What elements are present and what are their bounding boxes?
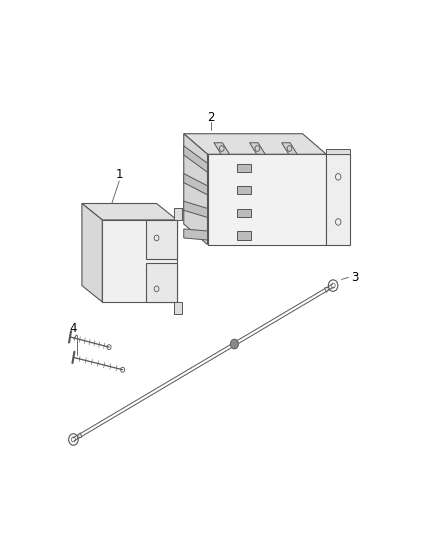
Polygon shape bbox=[237, 164, 251, 172]
Polygon shape bbox=[214, 143, 230, 154]
Polygon shape bbox=[184, 174, 208, 195]
Text: 2: 2 bbox=[207, 111, 215, 124]
Polygon shape bbox=[102, 220, 177, 302]
Polygon shape bbox=[208, 154, 326, 245]
Polygon shape bbox=[237, 187, 251, 195]
Polygon shape bbox=[282, 143, 297, 154]
Polygon shape bbox=[173, 302, 182, 314]
Polygon shape bbox=[78, 433, 82, 438]
Polygon shape bbox=[184, 229, 208, 240]
Polygon shape bbox=[250, 143, 265, 154]
Polygon shape bbox=[173, 207, 182, 220]
Polygon shape bbox=[82, 204, 102, 302]
Polygon shape bbox=[145, 220, 177, 260]
Polygon shape bbox=[82, 204, 177, 220]
Polygon shape bbox=[184, 146, 208, 172]
Text: 1: 1 bbox=[116, 168, 123, 181]
Polygon shape bbox=[184, 201, 208, 217]
Polygon shape bbox=[325, 287, 329, 292]
Text: 4: 4 bbox=[70, 322, 77, 335]
Text: 3: 3 bbox=[351, 271, 359, 284]
Polygon shape bbox=[184, 134, 208, 245]
Polygon shape bbox=[184, 134, 326, 154]
Polygon shape bbox=[326, 149, 350, 154]
Polygon shape bbox=[326, 154, 350, 245]
Polygon shape bbox=[237, 209, 251, 217]
Circle shape bbox=[230, 339, 239, 349]
Polygon shape bbox=[145, 263, 177, 302]
Polygon shape bbox=[237, 231, 251, 239]
